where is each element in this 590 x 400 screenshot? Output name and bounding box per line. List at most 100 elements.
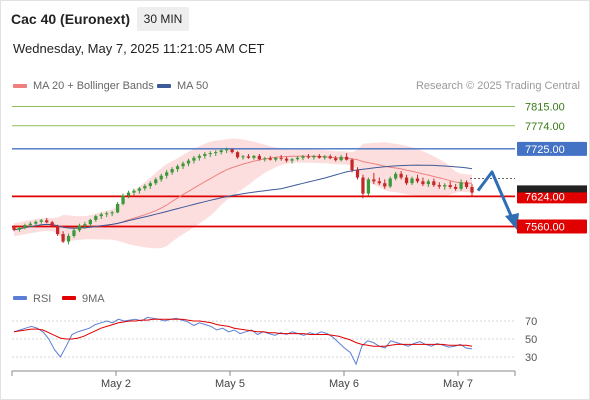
candle-body-84 (470, 186, 474, 193)
candle-body-20 (121, 195, 125, 204)
candle-body-23 (137, 188, 142, 191)
candle-body-26 (154, 179, 158, 184)
candle-body-33 (192, 157, 196, 161)
ma9-legend-label: 9MA (82, 293, 105, 305)
candle-body-66 (372, 179, 376, 182)
rsi-tick-0: 70 (525, 316, 537, 328)
candle-body-24 (143, 186, 147, 189)
candle-body-69 (388, 178, 392, 187)
candle-body-9 (61, 234, 65, 242)
candle-body-4 (34, 221, 38, 224)
candle-body-27 (159, 175, 163, 180)
candle-body-63 (355, 170, 360, 178)
candle-body-73 (410, 178, 414, 184)
candle-body-62 (350, 159, 354, 171)
candle-body-57 (323, 156, 327, 158)
candle-body-15 (94, 216, 98, 220)
candle-body-64 (361, 177, 365, 194)
candle-body-47 (268, 158, 272, 160)
candle-body-17 (105, 213, 109, 215)
candle-body-76 (426, 181, 431, 185)
candle-body-75 (421, 181, 425, 185)
candle-body-37 (214, 152, 218, 154)
candle-body-49 (279, 157, 283, 159)
forecast-arrow-line (476, 170, 514, 219)
candle-body-67 (377, 181, 381, 184)
level-label-4: 7560.00 (525, 222, 565, 234)
candle-body-11 (72, 230, 76, 236)
candle-body-34 (197, 155, 202, 158)
x-tick-label-2: May 6 (329, 378, 359, 390)
candle-body-31 (181, 163, 185, 167)
candle-body-81 (454, 186, 458, 189)
candle-body-80 (448, 185, 452, 187)
candle-body-16 (99, 214, 103, 217)
candle-body-41 (235, 152, 240, 158)
candle-body-48 (274, 157, 278, 160)
candle-body-0 (12, 227, 16, 230)
candle-body-6 (45, 220, 49, 223)
rsi-panel: RSI 9MA 70 50 30 (12, 293, 537, 366)
x-tick-label-0: May 2 (101, 378, 131, 390)
candle-body-50 (284, 158, 289, 161)
candle-body-51 (290, 159, 294, 161)
candle-body-38 (219, 150, 223, 153)
candle-body-14 (88, 219, 92, 225)
instrument-title: Cac 40 (Euronext) (11, 11, 131, 27)
candle-body-44 (252, 155, 256, 158)
candle-body-12 (77, 225, 82, 231)
rsi-legend-label: RSI (33, 293, 51, 305)
rsi-tick-1: 50 (525, 334, 537, 346)
candle-body-68 (383, 183, 387, 187)
legend-ma50: MA 50 (157, 80, 208, 92)
level-label-3: 7624.00 (525, 191, 565, 203)
candle-body-58 (328, 156, 332, 159)
ma50-label: MA 50 (177, 80, 209, 92)
candle-body-29 (170, 169, 174, 173)
candle-body-42 (241, 156, 245, 158)
candle-body-65 (366, 179, 371, 194)
interval-button[interactable]: 30 MIN (137, 7, 189, 31)
candle-body-21 (126, 192, 131, 196)
candle-body-18 (110, 212, 114, 214)
level-label-2: 7725.00 (525, 144, 565, 156)
level-labels-layer: 7815.00 7774.00 7725.00 7624.00 7560.00 (517, 102, 587, 234)
forecast-arrow (476, 170, 519, 230)
candle-body-53 (301, 156, 305, 158)
candle-body-45 (257, 155, 261, 160)
candle-body-59 (334, 158, 338, 161)
candle-body-74 (415, 178, 420, 182)
rsi-line (13, 316, 473, 366)
candle-body-30 (175, 166, 180, 170)
level-tag-4 (517, 219, 587, 234)
legend-ma20: MA 20 + Bollinger Bands (13, 80, 154, 92)
candle-body-77 (432, 181, 436, 186)
x-tick-label-1: May 5 (215, 378, 245, 390)
rsi-tick-2: 30 (525, 352, 537, 364)
forecast-arrow-head (505, 213, 519, 230)
candle-body-19 (115, 203, 120, 213)
candle-body-61 (344, 156, 349, 160)
candle-body-40 (230, 149, 234, 153)
candle-body-70 (394, 173, 398, 179)
candle-body-71 (399, 173, 403, 178)
candle-body-22 (132, 190, 136, 193)
candle-body-78 (437, 185, 441, 187)
rsi-swatch (13, 296, 27, 300)
candle-body-82 (459, 182, 463, 189)
candle-body-3 (28, 223, 32, 226)
candle-body-7 (50, 222, 54, 227)
rsi-ma9-line (13, 318, 473, 347)
candle-body-35 (203, 154, 207, 156)
candle-body-52 (295, 157, 300, 160)
level-label-1: 7774.00 (525, 121, 565, 133)
x-tick-label-3: May 7 (443, 378, 473, 390)
candle-body-54 (306, 156, 311, 158)
candle-body-8 (55, 226, 60, 235)
candle-body-56 (317, 155, 321, 158)
level-label-0: 7815.00 (525, 102, 565, 114)
ma50-line (13, 164, 473, 231)
candle-body-72 (404, 177, 409, 184)
candle-body-36 (208, 153, 212, 155)
